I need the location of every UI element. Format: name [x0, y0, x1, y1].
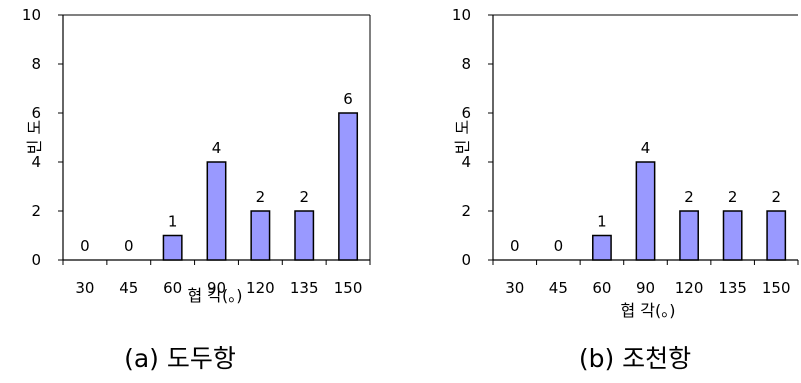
y-tick-label: 10 [452, 6, 471, 24]
x-tick-label: 135 [718, 279, 747, 297]
chart-panel-1: 0 2 4 6 8 10 0 30 0 45 1 60 4 90 2 120 2 135 2 150 협 각(。) 빈 도… [452, 6, 799, 373]
data-label: 0 [510, 237, 520, 255]
y-tick-label: 4 [31, 153, 41, 171]
x-axis-label: 협 각(。) [187, 286, 242, 305]
data-label: 2 [728, 188, 738, 206]
y-tick-label: 4 [461, 153, 471, 171]
x-tick-label: 150 [762, 279, 791, 297]
chart-panel-0: 0 2 4 6 8 10 0 30 0 45 1 60 4 90 2 120 2 135 6 150 협 각(。) 빈 도… [22, 6, 371, 373]
data-label: 1 [597, 213, 607, 231]
bar-120 [250, 210, 271, 261]
bar-90 [635, 161, 656, 261]
y-tick-label: 6 [31, 104, 41, 122]
x-tick-label: 60 [592, 279, 611, 297]
x-tick-label: 120 [246, 279, 275, 297]
x-tick-label: 45 [549, 279, 568, 297]
bar-60 [592, 234, 612, 261]
data-label: 6 [343, 90, 353, 108]
data-label: 1 [168, 213, 178, 231]
data-label: 0 [80, 237, 90, 255]
data-label: 2 [299, 188, 309, 206]
x-tick-label: 90 [207, 279, 226, 297]
data-label: 2 [684, 188, 694, 206]
bar-60 [162, 234, 183, 261]
y-tick-label: 10 [22, 6, 41, 24]
x-tick-label: 150 [334, 279, 363, 297]
x-tick-label: 45 [119, 279, 138, 297]
y-tick-label: 0 [31, 251, 41, 269]
y-tick-label: 2 [461, 202, 471, 220]
bar-120 [679, 210, 699, 261]
figure-caption: (a) 도두항 [124, 344, 236, 373]
data-label: 2 [256, 188, 266, 206]
x-tick-label: 30 [505, 279, 524, 297]
bar-135 [722, 210, 743, 261]
data-label: 4 [212, 139, 222, 157]
y-tick-label: 2 [31, 202, 41, 220]
data-label: 2 [771, 188, 781, 206]
bar-150 [766, 210, 787, 261]
x-tick-label: 90 [636, 279, 655, 297]
y-axis-label: 빈 도 [453, 120, 472, 155]
y-tick-label: 8 [461, 55, 471, 73]
bar-150 [338, 112, 359, 261]
y-axis-label: 빈 도 [25, 120, 44, 155]
x-axis-label: 협 각(。) [620, 301, 675, 320]
bar-90 [206, 161, 227, 261]
x-tick-label: 135 [290, 279, 319, 297]
x-tick-label: 120 [675, 279, 704, 297]
data-label: 0 [124, 237, 134, 255]
y-tick-label: 0 [461, 251, 471, 269]
figure-caption: (b) 조천항 [579, 344, 691, 373]
y-tick-label: 8 [31, 55, 41, 73]
data-label: 0 [554, 237, 564, 255]
x-tick-label: 30 [75, 279, 94, 297]
x-tick-label: 60 [163, 279, 182, 297]
bar-135 [294, 210, 315, 261]
data-label: 4 [641, 139, 651, 157]
y-tick-label: 6 [461, 104, 471, 122]
